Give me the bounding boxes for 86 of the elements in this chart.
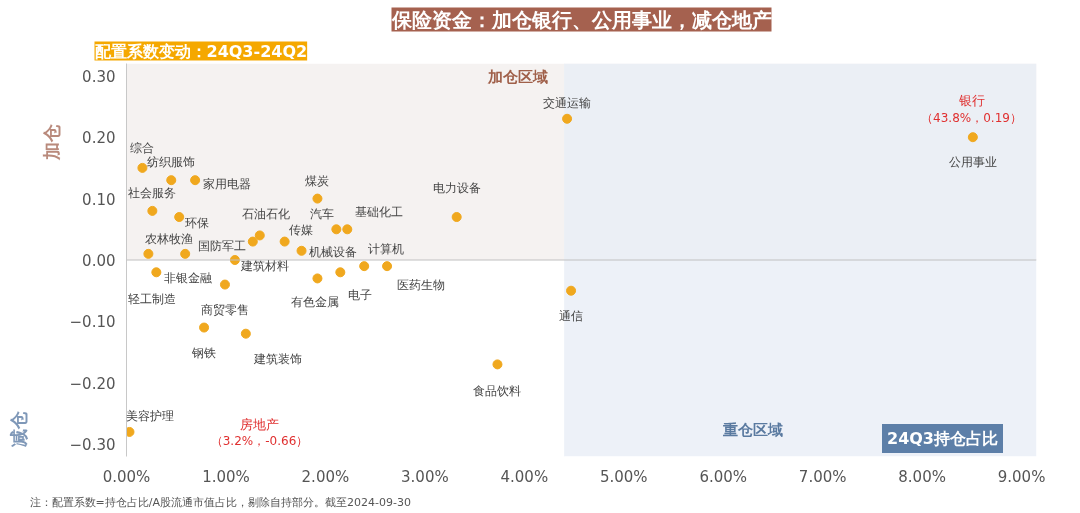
x-tick-label: 0.00% — [102, 467, 151, 486]
annotation: 基础化工 — [355, 205, 404, 220]
band-label: 重仓区域 — [722, 420, 784, 439]
x-tick-label: 2.00% — [301, 467, 350, 486]
annotation: 商贸零售 — [200, 302, 249, 317]
point — [279, 236, 290, 247]
point — [312, 193, 323, 204]
annotation: 传媒 — [288, 222, 313, 237]
y-tick-label: −0.10 — [69, 313, 116, 332]
y-tick-label: −0.30 — [69, 436, 116, 455]
y-tick-label: 0.30 — [82, 67, 116, 86]
annotation: 国防军工 — [197, 238, 246, 253]
annotation: 家用电器 — [203, 177, 252, 192]
point — [137, 162, 148, 173]
point — [382, 261, 393, 272]
point — [359, 261, 370, 272]
text: 加仓 — [40, 122, 62, 161]
y-tick-label: 0.00 — [82, 252, 116, 270]
annotation: 电力设备 — [432, 181, 481, 196]
point — [331, 224, 342, 235]
x-tick-label: 1.00% — [202, 467, 250, 486]
point — [190, 175, 201, 186]
annotation: 社会服务 — [128, 185, 177, 200]
point — [566, 285, 577, 296]
point — [296, 245, 307, 256]
annotation: 电子 — [348, 288, 373, 303]
chart-title: 保险资金：加仓银行、公用事业，减仓地产 — [390, 7, 772, 32]
point — [967, 132, 978, 143]
annotation: 纺织服饰 — [147, 155, 196, 170]
annotation: 钢铁 — [191, 345, 217, 360]
point — [151, 267, 162, 278]
y-tick-label: −0.20 — [69, 374, 116, 393]
point — [254, 230, 265, 241]
annotation: 房地产 — [240, 417, 279, 432]
point — [219, 279, 230, 290]
annotation: （43.8%，0.19） — [921, 110, 1022, 125]
annotation: 农林牧渔 — [145, 231, 194, 246]
x-axis-title: 24Q3持仓占比 — [887, 429, 998, 448]
point — [562, 113, 573, 124]
annotation: 石油石化 — [241, 207, 290, 222]
annotation: 轻工制造 — [128, 292, 177, 307]
x-tick-label: 5.00% — [599, 467, 648, 486]
x-tick-label: 6.00% — [699, 467, 748, 486]
x-tick-label: 3.00% — [401, 467, 449, 486]
annotation: 煤炭 — [305, 173, 330, 188]
annotation: 非银金融 — [164, 270, 213, 285]
point — [174, 212, 185, 223]
point — [240, 328, 251, 339]
annotation: 医药生物 — [397, 278, 446, 293]
y-tick-label: 0.10 — [82, 190, 116, 209]
band-label: 加仓区域 — [486, 67, 548, 86]
x-tick-label: 4.00% — [500, 467, 549, 486]
point — [342, 224, 353, 235]
annotation: 通信 — [559, 308, 584, 323]
x-tick-label: 8.00% — [898, 467, 946, 486]
annotation: 汽车 — [310, 207, 335, 222]
annotation: 公用事业 — [948, 155, 997, 170]
point — [247, 236, 258, 247]
annotation: 美容护理 — [126, 408, 175, 423]
point — [126, 426, 135, 437]
point — [180, 248, 191, 259]
point — [147, 205, 158, 216]
annotation: 建筑材料 — [239, 259, 289, 273]
point — [166, 175, 177, 186]
text: 注：配置系数=持仓占比/A股流通市值占比，剔除自持部分。截至2024-09-30 — [29, 495, 411, 509]
x-tick-label: 7.00% — [798, 467, 847, 486]
annotation: 机械设备 — [308, 244, 357, 259]
x-tick-label: 9.00% — [997, 467, 1046, 486]
annotation: （3.2%，-0.66） — [210, 433, 309, 448]
point — [335, 267, 346, 278]
annotation: 有色金属 — [291, 295, 340, 310]
annotation: 建筑装饰 — [252, 351, 302, 366]
y-tick-label: 0.20 — [82, 129, 116, 148]
point — [143, 248, 154, 259]
annotation: 银行 — [957, 93, 985, 108]
annotation: 交通运输 — [543, 95, 592, 110]
annotation: 食品饮料 — [473, 384, 522, 399]
annotation: 环保 — [185, 216, 210, 231]
y-axis-title: 配置系数变动：24Q3-24Q2 — [94, 41, 308, 61]
point — [312, 273, 323, 284]
point — [492, 359, 503, 370]
point — [451, 212, 462, 223]
annotation: 计算机 — [368, 242, 405, 257]
text: 减仓 — [7, 409, 29, 447]
point — [199, 322, 210, 333]
annotation: 综合 — [130, 140, 155, 155]
